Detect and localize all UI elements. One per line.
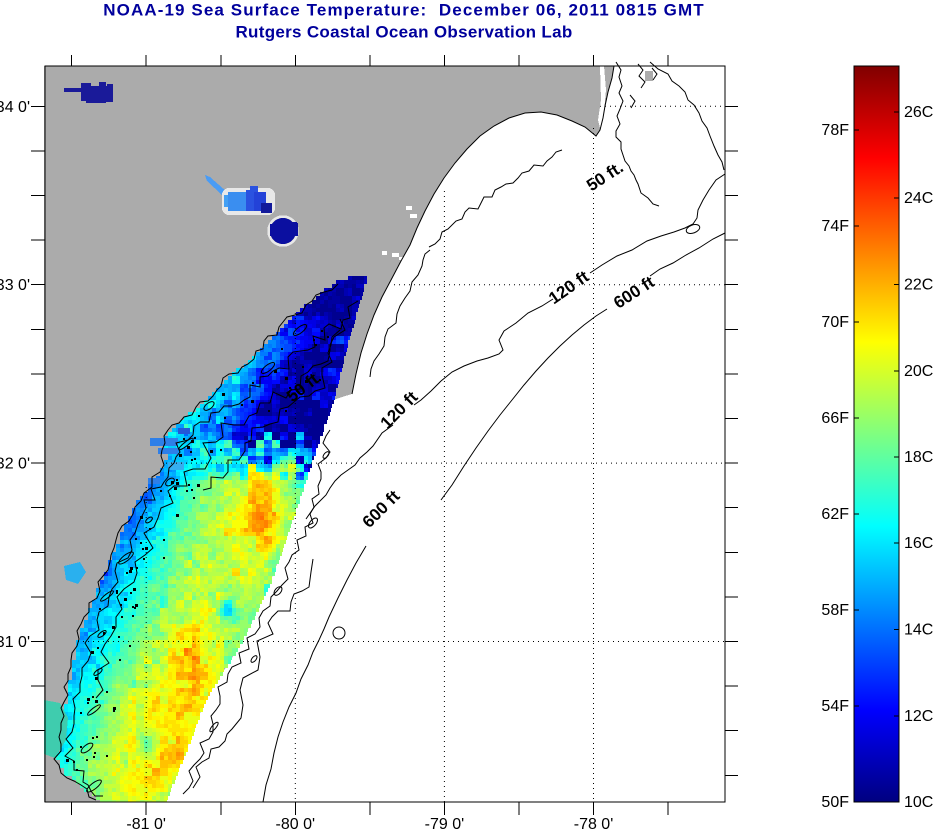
svg-text:18C: 18C [904, 449, 933, 466]
svg-text:33 0': 33 0' [0, 277, 30, 294]
svg-text:62F: 62F [821, 506, 849, 523]
svg-text:Rutgers Coastal Ocean Observat: Rutgers Coastal Ocean Observation Lab [235, 23, 572, 42]
svg-text:32 0': 32 0' [0, 456, 30, 473]
svg-text:66F: 66F [821, 410, 849, 427]
svg-text:22C: 22C [904, 277, 933, 294]
svg-text:NOAA-19 Sea Surface Temperatur: NOAA-19 Sea Surface Temperature: Decembe… [103, 1, 704, 20]
svg-text:-79 0': -79 0' [425, 816, 465, 832]
svg-text:-80 0': -80 0' [276, 816, 316, 832]
svg-text:70F: 70F [821, 314, 849, 331]
svg-text:12C: 12C [904, 708, 933, 725]
svg-text:-81 0': -81 0' [126, 816, 166, 832]
svg-text:16C: 16C [904, 535, 933, 552]
svg-text:24C: 24C [904, 190, 933, 207]
svg-text:31 0': 31 0' [0, 634, 30, 651]
svg-text:54F: 54F [821, 698, 849, 715]
svg-text:34 0': 34 0' [0, 99, 30, 116]
svg-text:78F: 78F [821, 122, 849, 139]
svg-text:14C: 14C [904, 622, 933, 639]
svg-text:-78 0': -78 0' [574, 816, 614, 832]
svg-text:50F: 50F [821, 794, 849, 811]
svg-text:26C: 26C [904, 104, 933, 121]
svg-text:74F: 74F [821, 218, 849, 235]
svg-text:10C: 10C [904, 794, 933, 811]
svg-text:58F: 58F [821, 602, 849, 619]
svg-text:20C: 20C [904, 363, 933, 380]
